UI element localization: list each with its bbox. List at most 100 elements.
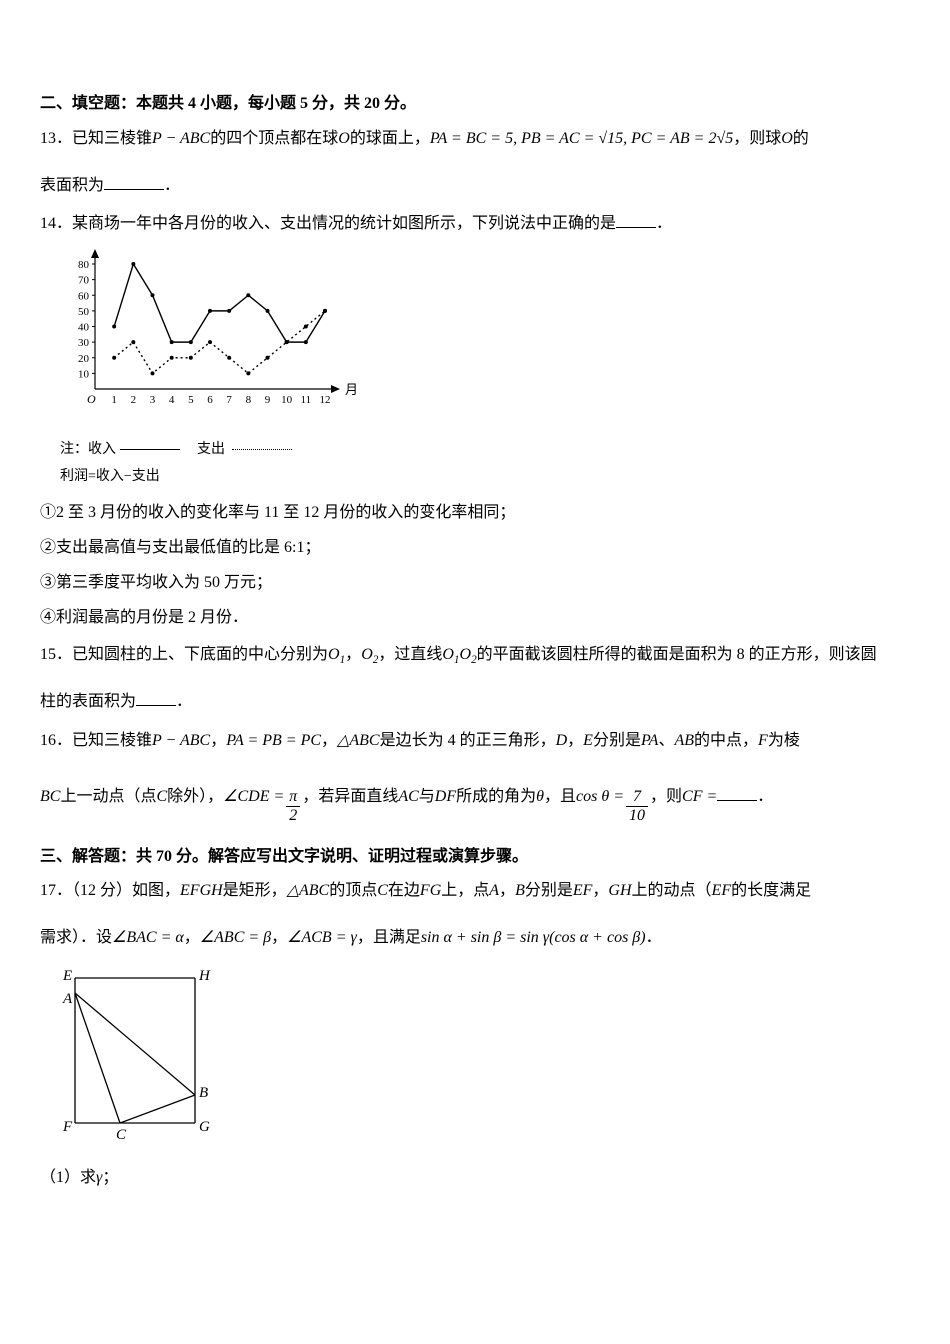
q17-p1: 17．（12 分）如图， — [40, 877, 180, 906]
q16-m7: AB — [674, 727, 694, 756]
section2-title: 二、填空题：本题共 4 小题，每小题 5 分，共 20 分。 — [40, 90, 910, 119]
legend-mid: 支出 — [183, 442, 225, 457]
triangle-svg: EHABFCG — [60, 963, 220, 1143]
svg-text:70: 70 — [78, 275, 90, 287]
q13-m3: O — [781, 125, 793, 154]
q16-m3: △ABC — [337, 727, 380, 756]
svg-text:5: 5 — [188, 394, 194, 406]
q15-period: ． — [176, 688, 192, 717]
svg-text:40: 40 — [78, 322, 90, 334]
svg-text:A: A — [62, 991, 73, 1007]
q14-s3: ③第三季度平均收入为 50 万元； — [40, 569, 910, 598]
q17-l2p2: ， — [184, 924, 200, 953]
svg-text:10: 10 — [281, 394, 293, 406]
q13-prefix: 13．已知三棱锥 — [40, 125, 152, 154]
q17-l2m2: ∠ABC = β — [200, 924, 271, 953]
q16-l2m5: CF = — [682, 783, 717, 812]
q16-blank — [717, 785, 757, 801]
section3-title: 三、解答题：共 70 分。解答应写出文字说明、证明过程或演算步骤。 — [40, 843, 910, 872]
svg-text:20: 20 — [78, 353, 90, 365]
q17-m4: FG — [420, 877, 441, 906]
q17-l2m3: ∠ACB = γ — [287, 924, 357, 953]
q17-p8: ， — [592, 877, 608, 906]
q15-p3: ，过直线 — [378, 641, 442, 670]
svg-text:O: O — [87, 392, 96, 406]
q14-chart: 8070605040302010123456789101112O月 注：收入 支… — [60, 249, 910, 489]
q16-l2p3: 除外）， — [167, 783, 223, 812]
q15-blank — [136, 690, 176, 706]
q16-line2: BC 上一动点（点 C 除外）， ∠CDE = π2 ，若异面直线 AC 与 D… — [40, 783, 910, 824]
q16-l2cos: cos θ = — [576, 783, 624, 812]
q13-mid4: 的 — [793, 125, 809, 154]
q16-p7: 、 — [658, 727, 674, 756]
svg-text:11: 11 — [301, 394, 312, 406]
q17-p3: 的顶点 — [329, 877, 377, 906]
chart-legend: 注：收入 支出 — [60, 437, 910, 462]
svg-text:4: 4 — [169, 394, 175, 406]
q17-sub1p: ； — [102, 1164, 118, 1193]
q16-p4: 是边长为 4 的正三角形， — [380, 727, 556, 756]
q16-m4: D — [556, 727, 568, 756]
q14-s1: ①2 至 3 月份的收入的变化率与 11 至 12 月份的收入的变化率相同； — [40, 499, 910, 528]
q14-text: 14．某商场一年中各月份的收入、支出情况的统计如图所示，下列说法中正确的是 ． — [40, 210, 910, 239]
q13-blank — [104, 174, 164, 190]
q17-p4: 在边 — [388, 877, 420, 906]
q16-l2m2: AC — [398, 783, 418, 812]
q13-eq: PA = BC = 5, PB = AC = √15, PC = AB = 2√… — [430, 125, 733, 154]
q14-text-span: 14．某商场一年中各月份的收入、支出情况的统计如图所示，下列说法中正确的是 — [40, 210, 616, 239]
legend-dots-icon — [232, 449, 292, 450]
q16-l2p7: ，且 — [544, 783, 576, 812]
q16-l2p5: 与 — [419, 783, 435, 812]
q13-m1: P − ABC — [152, 125, 210, 154]
q15-m2: O2 — [361, 641, 378, 670]
q16-l2m3: DF — [435, 783, 456, 812]
legend-prefix: 注：收入 — [60, 442, 116, 457]
svg-text:3: 3 — [150, 394, 156, 406]
svg-text:80: 80 — [78, 259, 90, 271]
q17-line2: 需求）．设 ∠BAC = α ， ∠ABC = β ， ∠ACB = γ ，且满… — [40, 924, 910, 953]
q16-l2p1: BC — [40, 783, 60, 812]
q17-p5: 上，点 — [441, 877, 489, 906]
svg-text:F: F — [62, 1119, 73, 1135]
q16-p1: 16．已知三棱锥 — [40, 727, 152, 756]
q16-frac2: 710 — [626, 788, 648, 824]
q17-l2m1: ∠BAC = α — [112, 924, 184, 953]
q16-period: ． — [757, 783, 773, 812]
q17-p6: ， — [499, 877, 515, 906]
q17-m7: EF — [573, 877, 593, 906]
svg-text:G: G — [199, 1119, 210, 1135]
svg-text:10: 10 — [78, 369, 90, 381]
svg-text:7: 7 — [226, 394, 232, 406]
q15-m3: O1O2 — [442, 641, 476, 670]
q16-p9: 为棱 — [768, 727, 800, 756]
q16-l2m4: θ — [536, 783, 544, 812]
svg-text:月: 月 — [345, 382, 358, 397]
q16-m5: E — [583, 727, 593, 756]
q17-m3: C — [377, 877, 388, 906]
svg-text:2: 2 — [131, 394, 137, 406]
q17-m6: B — [515, 877, 525, 906]
q16-m8: F — [758, 727, 768, 756]
svg-text:H: H — [198, 968, 211, 984]
q14-s2: ②支出最高值与支出最低值的比是 6:1； — [40, 534, 910, 563]
svg-text:1: 1 — [111, 394, 117, 406]
q17-sub1-text: （1）求 — [40, 1164, 96, 1193]
q15-line2: 柱的表面积为 ． — [40, 688, 910, 717]
q17-p7: 分别是 — [525, 877, 573, 906]
q16-l2p6: 所成的角为 — [456, 783, 536, 812]
svg-text:30: 30 — [78, 337, 90, 349]
q17-p10: 的长度满足 — [731, 877, 811, 906]
q17-p9: 上的动点（ — [632, 877, 712, 906]
q15-p1: 15．已知圆柱的上、下底面的中心分别为 — [40, 641, 328, 670]
q17-l2p3: ， — [271, 924, 287, 953]
q16-p8: 的中点， — [694, 727, 758, 756]
q17-l2p4: ，且满足 — [357, 924, 421, 953]
q16-m2: PA = PB = PC — [226, 727, 321, 756]
q17-sub1: （1）求 γ ； — [40, 1164, 910, 1193]
svg-text:12: 12 — [320, 394, 331, 406]
q17-line1: 17．（12 分）如图， EFGH 是矩形， △ABC 的顶点 C 在边 FG … — [40, 877, 910, 906]
q16-p3: ， — [321, 727, 337, 756]
q17-diagram: EHABFCG — [60, 963, 910, 1154]
q14-blank — [616, 212, 656, 228]
q16-m6: PA — [641, 727, 658, 756]
